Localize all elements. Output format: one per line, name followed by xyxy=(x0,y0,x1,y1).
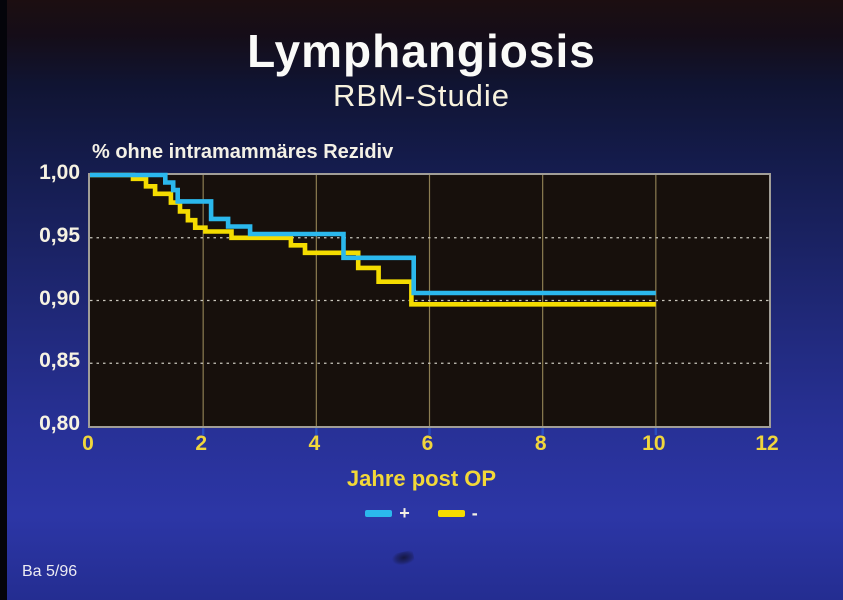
x-tick-label: 0 xyxy=(82,432,94,455)
legend-label-minus: - xyxy=(471,503,478,523)
x-axis-title: Jahre post OP xyxy=(346,466,497,491)
slide-subtitle: RBM-Studie xyxy=(332,78,511,113)
km-step-curves-svg xyxy=(90,172,769,435)
slide-footer-code: Ba 5/96 xyxy=(22,563,78,580)
chart-legend: + - xyxy=(0,503,843,523)
x-tick-label: 6 xyxy=(421,432,434,455)
x-tick-label: 12 xyxy=(755,432,779,455)
y-tick-label: 1,00 xyxy=(39,161,80,184)
x-tick-label: 2 xyxy=(195,432,207,455)
legend-dash-plus-icon xyxy=(365,509,393,517)
legend-label-plus: + xyxy=(399,503,410,523)
y-tick-label: 0,80 xyxy=(39,412,80,435)
y-tick-label: 0,90 xyxy=(39,286,80,310)
y-tick-label: 0,95 xyxy=(39,223,80,247)
chart-title: % ohne intramammäres Rezidiv xyxy=(92,141,394,163)
legend-dash-minus-icon xyxy=(437,509,465,517)
plot-area xyxy=(88,172,771,435)
film-artifact-smudge xyxy=(390,549,416,568)
x-tick-label: 10 xyxy=(642,432,666,455)
left-black-edge xyxy=(0,0,7,600)
slide-title: Lymphangiosis xyxy=(247,25,596,77)
x-tick-label: 4 xyxy=(308,432,321,455)
y-tick-label: 0,85 xyxy=(39,349,80,373)
x-tick-label: 8 xyxy=(534,432,547,455)
